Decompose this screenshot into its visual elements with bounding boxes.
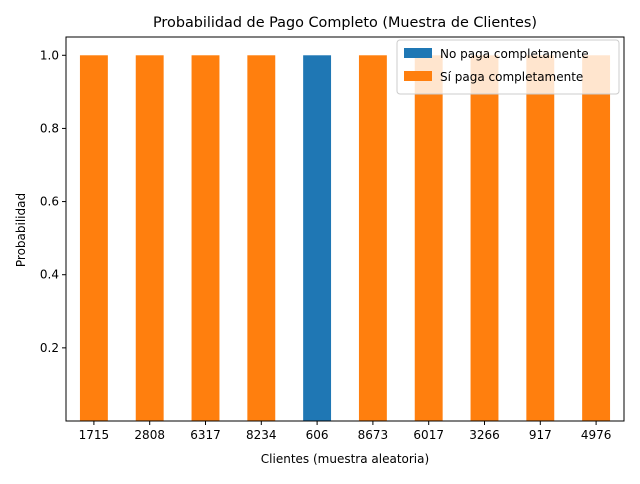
bar-4976-series-1 — [582, 55, 611, 422]
axes-layer — [65, 36, 625, 422]
x-tick-label: 606 — [306, 428, 329, 442]
legend-frame — [396, 39, 620, 95]
x-tick-label: 917 — [529, 428, 552, 442]
bar-1715-series-1 — [79, 55, 108, 422]
x-tick-label: 6017 — [413, 428, 444, 442]
y-axis-label: Probabilidad — [14, 193, 28, 267]
x-tick-label: 1715 — [79, 428, 110, 442]
plot-frame — [65, 36, 625, 422]
x-tick-label: 6317 — [190, 428, 221, 442]
y-tick-label: 0.2 — [40, 341, 59, 355]
bar-917-series-1 — [526, 55, 555, 422]
legend-swatch-0 — [404, 48, 432, 58]
x-axis-label: Clientes (muestra aleatoria) — [261, 452, 429, 466]
legend-swatch-1 — [404, 71, 432, 81]
x-tick-label: 8673 — [358, 428, 389, 442]
y-tick-label: 0.4 — [40, 268, 59, 282]
bar-8234-series-1 — [247, 55, 276, 422]
y-ticks: 0.2 0.4 0.6 0.8 1.0 — [40, 48, 66, 355]
x-tick-label: 2808 — [134, 428, 165, 442]
x-tick-label: 3266 — [469, 428, 500, 442]
bar-606-series-0 — [303, 55, 332, 422]
legend: No paga completamente Sí paga completame… — [396, 39, 620, 95]
y-tick-label: 0.8 — [40, 121, 59, 135]
bar-3266-series-1 — [470, 55, 499, 422]
x-tick-label: 4976 — [581, 428, 612, 442]
bar-6017-series-1 — [414, 55, 443, 422]
bars-layer — [79, 55, 611, 422]
bar-2808-series-1 — [135, 55, 164, 422]
x-ticks: 1715 2808 6317 8234 606 8673 6017 3266 917 4976 — [79, 421, 612, 442]
x-tick-label: 8234 — [246, 428, 277, 442]
legend-label-1: Sí paga completamente — [440, 70, 583, 84]
bar-6317-series-1 — [191, 55, 220, 422]
legend-label-0: No paga completamente — [440, 47, 589, 61]
bar-8673-series-1 — [358, 55, 387, 422]
chart-title: Probabilidad de Pago Completo (Muestra d… — [153, 15, 537, 31]
y-tick-label: 0.6 — [40, 195, 59, 209]
y-tick-label: 1.0 — [40, 48, 59, 62]
